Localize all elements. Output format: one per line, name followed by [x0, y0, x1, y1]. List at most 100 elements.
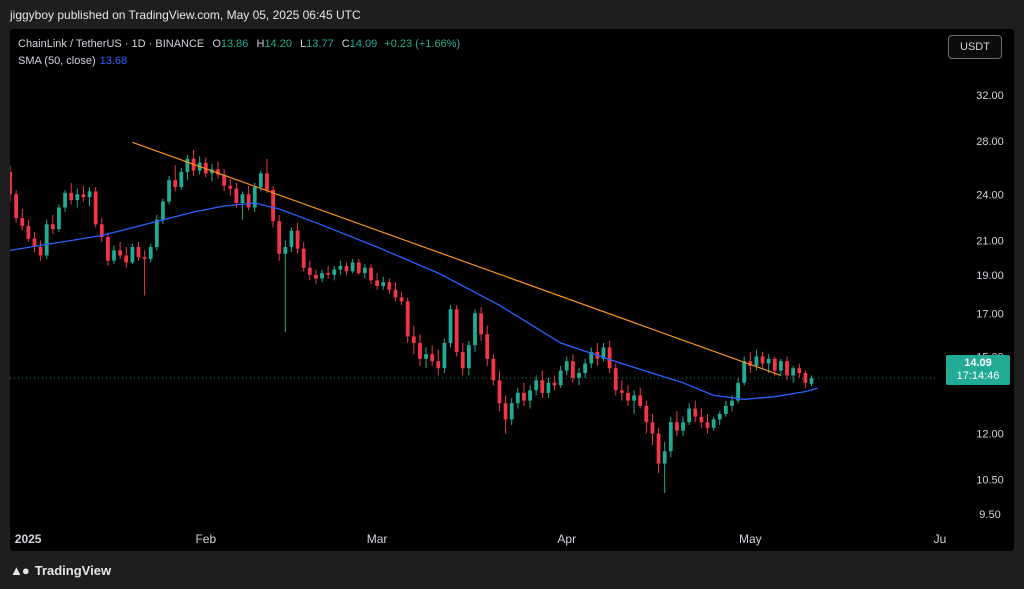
bar-countdown: 17:14:46 — [956, 370, 1000, 382]
currency-button[interactable]: USDT — [948, 35, 1002, 59]
candle-body-81 — [503, 403, 508, 420]
candle-body-51 — [320, 273, 324, 279]
candle-body-105 — [650, 422, 655, 434]
x-tick-label-4: May — [739, 532, 762, 546]
candle-body-103 — [638, 395, 643, 406]
y-tick-label-7: 12.00 — [976, 429, 1004, 441]
tradingview-logo-icon: ▲● — [10, 563, 30, 578]
candle-body-45 — [283, 246, 288, 254]
candle-body-127 — [785, 361, 789, 376]
candle-body-27 — [173, 180, 178, 188]
candle-body-36 — [228, 185, 233, 189]
candle-body-17 — [112, 250, 116, 261]
candle-body-64 — [399, 297, 404, 302]
change-value: +0.23 (+1.66%) — [384, 38, 461, 50]
candle-body-6 — [44, 224, 49, 256]
candle-body-42 — [265, 173, 269, 190]
candle-body-52 — [326, 273, 331, 275]
candle-body-110 — [681, 422, 685, 431]
candle-body-121 — [748, 361, 753, 366]
close-label: C — [341, 38, 350, 50]
candle-body-114 — [705, 422, 710, 428]
candle-body-89 — [552, 382, 557, 386]
candle-body-98 — [607, 347, 612, 369]
candle-body-116 — [717, 413, 722, 420]
candle-body-44 — [277, 221, 282, 254]
candle-body-88 — [546, 382, 551, 393]
candle-body-100 — [619, 390, 624, 393]
y-tick-label-4: 19.00 — [976, 270, 1004, 282]
trend-line — [132, 141, 782, 376]
candle-body-23 — [148, 246, 153, 259]
candle-body-71 — [442, 342, 447, 369]
candle-body-54 — [338, 265, 343, 270]
candle-body-28 — [179, 171, 184, 188]
candle-body-120 — [742, 361, 747, 383]
symbol-name[interactable]: ChainLink / TetherUS · 1D · BINANCE — [18, 38, 205, 50]
y-tick-label-8: 10.50 — [976, 475, 1004, 487]
candle-body-75 — [466, 345, 471, 369]
candle-body-128 — [791, 368, 796, 376]
candle-body-19 — [124, 255, 129, 263]
high-label: H — [256, 38, 265, 50]
chart-frame[interactable]: 32.0028.0024.0021.0019.0017.0015.0012.00… — [10, 29, 1014, 551]
candle-body-16 — [105, 237, 110, 261]
candle-body-59 — [369, 267, 373, 281]
low-value: 13.77 — [306, 38, 334, 50]
y-tick-label-2: 24.00 — [976, 189, 1004, 201]
candle-body-13 — [87, 191, 92, 198]
candle-body-57 — [356, 262, 361, 274]
candle-body-25 — [161, 201, 165, 220]
candle-body-90 — [558, 370, 563, 386]
sma-legend: SMA (50, close) 13.68 — [18, 55, 127, 67]
candle-body-80 — [497, 380, 502, 404]
candle-body-61 — [381, 282, 386, 286]
candle-body-125 — [772, 358, 777, 371]
candle-body-67 — [418, 342, 422, 359]
candle-body-34 — [216, 169, 220, 175]
x-tick-label-3: Apr — [557, 532, 576, 546]
sma-label[interactable]: SMA (50, close) — [18, 55, 96, 67]
candle-body-69 — [430, 354, 435, 362]
candle-body-29 — [185, 158, 190, 172]
footer-brand[interactable]: ▲● TradingView — [10, 563, 111, 578]
candle-body-37 — [234, 188, 239, 204]
footer-brand-name: TradingView — [34, 563, 112, 578]
candle-body-107 — [662, 451, 667, 464]
candle-body-1 — [14, 194, 19, 219]
candle-body-113 — [699, 416, 704, 423]
candle-body-87 — [540, 380, 545, 393]
publisher-line: jiggyboy published on TradingView.com, M… — [10, 8, 361, 22]
candle-body-8 — [57, 207, 61, 230]
candle-body-18 — [118, 250, 123, 256]
candle-body-82 — [509, 403, 514, 420]
candle-body-26 — [167, 180, 171, 202]
candle-body-50 — [314, 274, 318, 279]
candle-body-65 — [405, 301, 410, 337]
x-tick-label-0: 2025 — [15, 532, 42, 546]
y-tick-label-9: 9.50 — [979, 509, 1000, 521]
candle-body-62 — [387, 282, 392, 290]
price-chart[interactable]: 32.0028.0024.0021.0019.0017.0015.0012.00… — [10, 29, 1014, 551]
candle-body-48 — [301, 248, 306, 268]
last-price: 14.09 — [964, 357, 992, 369]
candle-body-9 — [63, 192, 67, 208]
low-label: L — [300, 38, 307, 50]
candle-body-126 — [779, 361, 783, 371]
candle-body-111 — [687, 408, 692, 423]
close-value: 14.09 — [349, 38, 378, 50]
candle-body-49 — [307, 267, 312, 275]
candle-body-118 — [730, 400, 734, 406]
candle-body-92 — [570, 361, 575, 378]
candle-body-129 — [797, 368, 802, 373]
candle-body-91 — [564, 361, 569, 371]
candle-body-11 — [75, 194, 80, 201]
candle-body-5 — [38, 246, 43, 256]
candle-body-86 — [534, 380, 539, 391]
candle-body-0 — [10, 171, 12, 195]
candle-body-115 — [711, 419, 716, 428]
candle-body-2 — [20, 218, 25, 226]
candle-body-39 — [246, 194, 251, 208]
candle-body-106 — [656, 433, 661, 464]
candle-body-14 — [93, 191, 98, 225]
